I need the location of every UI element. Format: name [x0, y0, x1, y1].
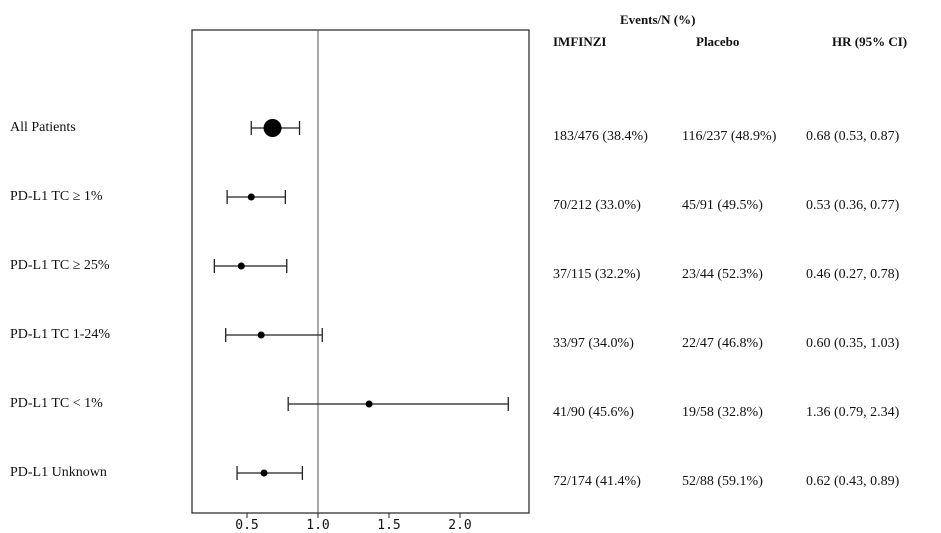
- col-header-hr: HR (95% CI): [832, 34, 908, 49]
- hr-point: [365, 400, 373, 408]
- hr-point: [260, 469, 268, 477]
- hr-point: [257, 331, 265, 339]
- events-title: Events/N (%): [620, 12, 696, 27]
- plot-frame: [191, 29, 530, 514]
- x-tick-label: 2.0: [448, 518, 471, 533]
- hr-ci-text: 1.36 (0.79, 2.34): [806, 405, 900, 420]
- hr-ci-text: 0.68 (0.53, 0.87): [806, 129, 900, 144]
- imfinzi-events: 33/97 (34.0%): [553, 336, 634, 351]
- hr-ci-text: 0.62 (0.43, 0.89): [806, 474, 900, 489]
- imfinzi-events: 70/212 (33.0%): [553, 198, 641, 213]
- row-label: PD-L1 TC ≥ 1%: [10, 189, 103, 204]
- row-label: PD-L1 TC ≥ 25%: [10, 258, 110, 273]
- imfinzi-events: 183/476 (38.4%): [553, 129, 648, 144]
- hr-ci-text: 0.60 (0.35, 1.03): [806, 336, 900, 351]
- placebo-events: 52/88 (59.1%): [682, 474, 763, 489]
- col-header-placebo: Placebo: [696, 34, 740, 49]
- placebo-events: 23/44 (52.3%): [682, 267, 763, 282]
- hr-point: [247, 193, 255, 201]
- imfinzi-events: 37/115 (32.2%): [553, 267, 641, 282]
- placebo-events: 19/58 (32.8%): [682, 405, 763, 420]
- x-tick-label: 1.5: [377, 518, 400, 533]
- hr-ci-text: 0.46 (0.27, 0.78): [806, 267, 900, 282]
- hr-ci-text: 0.53 (0.36, 0.77): [806, 198, 900, 213]
- placebo-events: 45/91 (49.5%): [682, 198, 763, 213]
- hr-point: [237, 262, 245, 270]
- row-label: PD-L1 TC < 1%: [10, 396, 103, 411]
- placebo-events: 116/237 (48.9%): [682, 129, 777, 144]
- x-tick-label: 1.0: [306, 518, 329, 533]
- x-tick-label: 0.5: [235, 518, 258, 533]
- row-label: PD-L1 Unknown: [10, 465, 107, 480]
- row-label: PD-L1 TC 1-24%: [10, 327, 111, 342]
- hr-point: [263, 119, 282, 137]
- col-header-imfinzi: IMFINZI: [553, 34, 607, 49]
- placebo-events: 22/47 (46.8%): [682, 336, 763, 351]
- imfinzi-events: 41/90 (45.6%): [553, 405, 634, 420]
- row-label: All Patients: [10, 120, 76, 135]
- imfinzi-events: 72/174 (41.4%): [553, 474, 641, 489]
